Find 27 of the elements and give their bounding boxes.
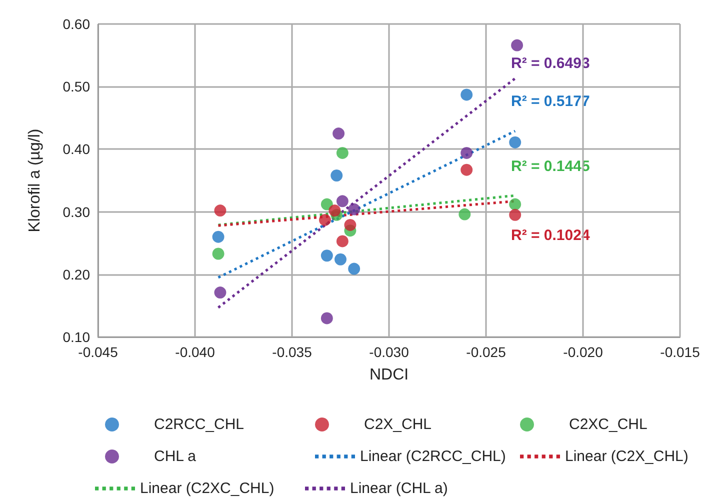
x-tick-label: -0.035 [272, 344, 312, 360]
annotation: R² = 0.1024 [511, 227, 590, 244]
legend-label: Linear (C2RCC_CHL) [360, 448, 506, 465]
y-tick-label: 0.60 [62, 16, 90, 32]
annotation: R² = 0.1445 [511, 158, 590, 175]
y-tick-label: 0.10 [62, 329, 90, 345]
x-tick-label: -0.030 [369, 344, 410, 360]
legend-label: C2XC_CHL [569, 416, 648, 433]
y-tick-label: 0.20 [62, 266, 90, 282]
y-tick-label: 0.30 [62, 204, 90, 220]
y-tick-label: 0.50 [62, 78, 90, 95]
legend-label: C2RCC_CHL [154, 416, 244, 433]
y-axis-title: Klorofil a (µg/l) [26, 128, 44, 232]
x-tick-label: -0.045 [78, 344, 118, 360]
legend-label: Linear (C2X_CHL) [565, 448, 688, 465]
legend-label: Linear (CHL a) [350, 480, 448, 497]
legend-label: Linear (C2XC_CHL) [140, 480, 274, 497]
x-tick-label: -0.040 [175, 344, 216, 360]
x-tick-label: -0.020 [563, 344, 604, 360]
y-tick-label: 0.40 [62, 141, 90, 158]
annotation: R² = 0.6493 [511, 55, 590, 72]
legend-label: C2X_CHL [364, 416, 432, 433]
annotation: R² = 0.5177 [511, 93, 590, 110]
x-tick-label: -0.015 [660, 344, 700, 360]
legend-label: CHL a [154, 448, 197, 465]
x-tick-label: -0.025 [466, 344, 506, 360]
x-axis-title: NDCI [369, 366, 409, 384]
